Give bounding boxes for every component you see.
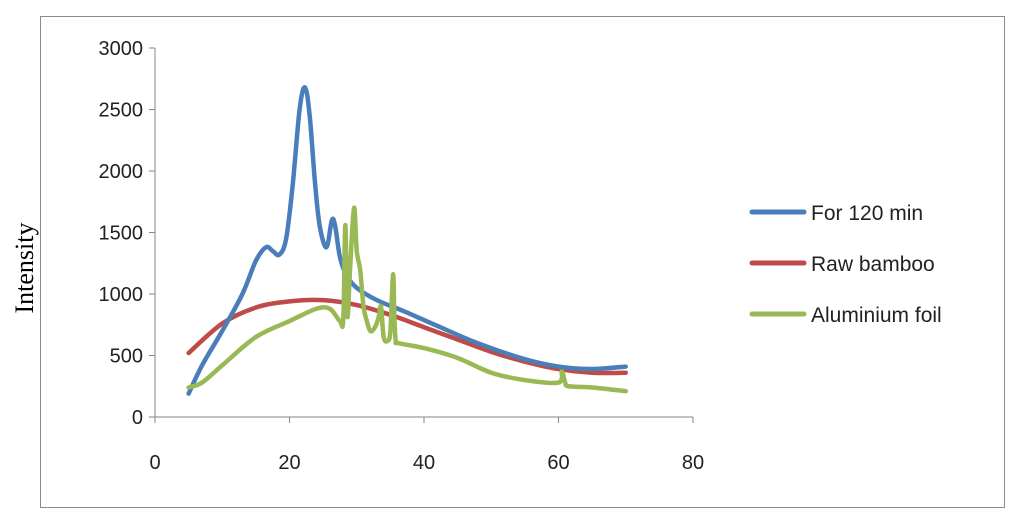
x-tick-label: 20: [278, 452, 300, 474]
y-tick-label: 500: [110, 346, 143, 368]
series-line-aluminium-foil: [186, 205, 628, 394]
y-tick-label: 2000: [99, 161, 144, 183]
series-line-raw-bamboo: [186, 297, 628, 376]
y-tick-label: 1500: [99, 223, 144, 245]
legend-label-raw-bamboo: Raw bamboo: [811, 253, 935, 276]
plot-area: [186, 85, 628, 396]
legend: For 120 min Raw bamboo Aluminium foil: [749, 202, 942, 327]
y-axis-label: Intensity: [10, 223, 39, 314]
chart-frame: [40, 16, 1005, 508]
legend-label-for-120-min: For 120 min: [811, 202, 923, 225]
x-tick-label: 60: [547, 452, 569, 474]
legend-label-aluminium-foil: Aluminium foil: [811, 304, 942, 327]
series-line-for-120-min: [186, 85, 628, 396]
x-tick-label: 0: [149, 452, 160, 474]
x-tick-label: 80: [682, 452, 704, 474]
y-tick-label: 3000: [99, 38, 144, 60]
x-tick-label: 40: [413, 452, 435, 474]
y-tick-label: 0: [132, 407, 143, 429]
y-tick-label: 1000: [99, 284, 144, 306]
axes: 0 500 1000 1500 2000 2500 3000 0 20 40 60 80: [99, 38, 705, 474]
y-tick-label: 2500: [99, 100, 144, 122]
